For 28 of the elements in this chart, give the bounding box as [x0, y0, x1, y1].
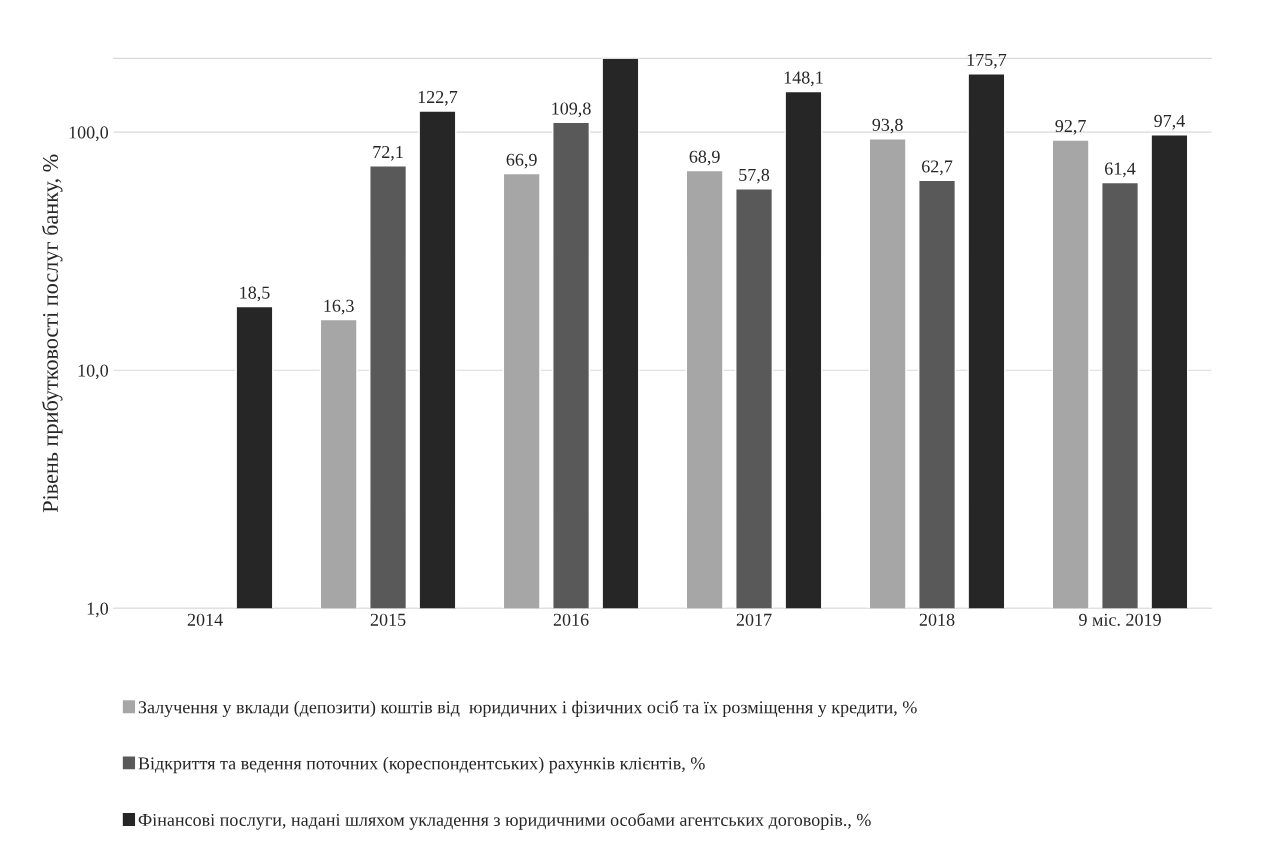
- data-label: 93,8: [872, 118, 903, 134]
- data-label: 109,8: [552, 102, 591, 118]
- legend-label: Фінансові послуги, надані шляхом укладення з юридичними особами агентських договорів., %: [138, 812, 871, 830]
- x-tick-label: 2017: [736, 613, 772, 626]
- y-tick-label: 100,0: [69, 126, 109, 142]
- data-label: 175,7: [967, 53, 1007, 69]
- y-tick-label: 1,0: [87, 602, 109, 618]
- data-label: 122,7: [418, 90, 458, 106]
- legend-label: Залучення у вклади (депозити) коштів від юридичних і фізичних осіб та їх розміщення у кредити, %: [138, 700, 917, 718]
- data-label: 66,9: [506, 153, 537, 169]
- x-tick-label: 2018: [919, 613, 955, 626]
- x-tick-label: 2016: [553, 613, 589, 626]
- legend-label: Відкриття та ведення поточних (кореспондентських) рахунків клієнтів, %: [138, 756, 705, 774]
- x-tick-label: 2014: [187, 613, 223, 626]
- data-label: 16,3: [324, 299, 354, 315]
- y-tick-label: 10,0: [78, 364, 109, 380]
- data-label: 97,4: [1154, 114, 1185, 130]
- y-axis-title: Рівень прибутковості послуг банку, %: [41, 154, 63, 513]
- data-label: 72,1: [373, 145, 403, 161]
- x-tick-label: 9 міс. 2019: [1079, 613, 1161, 626]
- data-label: 57,8: [739, 168, 770, 184]
- x-tick-label: 2015: [370, 613, 406, 626]
- data-label: 18,5: [240, 286, 270, 302]
- data-label: 148,1: [784, 71, 823, 87]
- data-label: 68,9: [689, 150, 720, 166]
- data-label: 61,4: [1105, 162, 1136, 178]
- data-label: 62,7: [922, 160, 953, 176]
- data-label: 92,7: [1055, 119, 1086, 135]
